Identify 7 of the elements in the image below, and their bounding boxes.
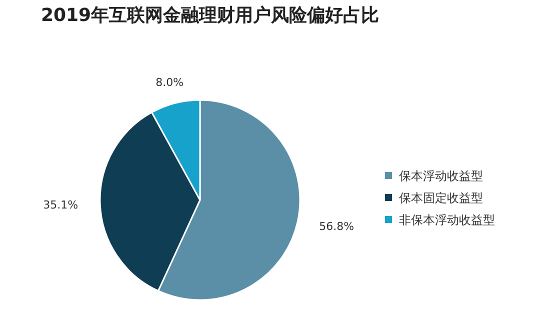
data-label: 8.0%: [156, 76, 184, 89]
data-label: 56.8%: [319, 220, 354, 234]
data-label: 35.1%: [43, 198, 78, 212]
legend-label: 保本固定收益型: [399, 191, 483, 205]
legend-label: 保本浮动收益型: [399, 169, 483, 183]
chart-title: 2019年互联网金融理财用户风险偏好占比: [40, 4, 380, 28]
legend-label: 非保本浮动收益型: [399, 213, 495, 227]
